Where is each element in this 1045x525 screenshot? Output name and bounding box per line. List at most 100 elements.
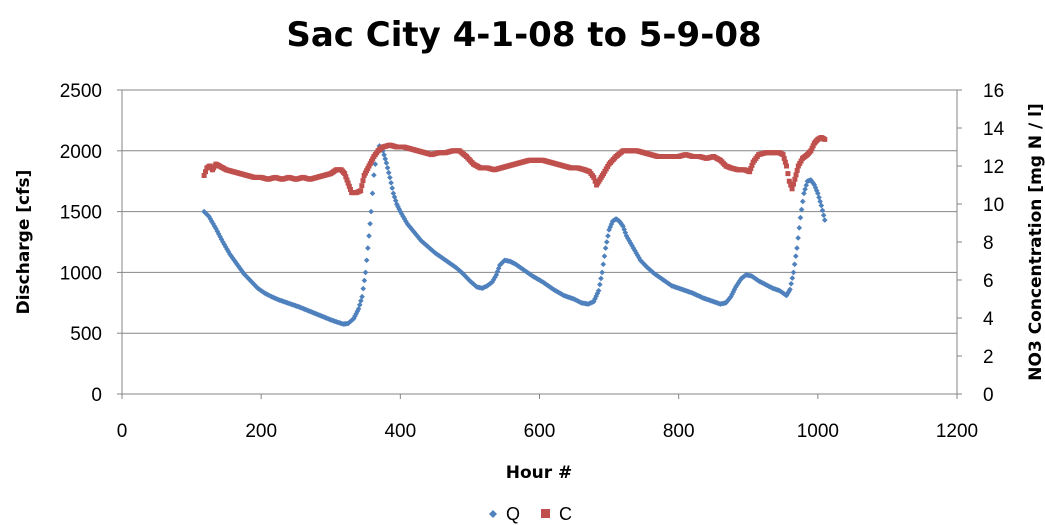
y-tick-labels: 0 500 1000 1500 2000 2500 — [60, 81, 122, 406]
q-point — [387, 174, 393, 181]
legend-item-q: Q — [489, 504, 520, 524]
q-point — [390, 190, 397, 197]
x-axis-title: Hour # — [506, 463, 573, 483]
q-point — [389, 185, 396, 191]
c-point — [345, 180, 351, 186]
c-point — [798, 158, 804, 164]
q-point — [403, 218, 409, 225]
y2-tick-label: 2 — [983, 347, 994, 368]
q-point — [622, 229, 629, 236]
c-point — [789, 186, 795, 192]
q-point — [792, 253, 799, 259]
q-point — [821, 217, 828, 223]
q-point — [489, 279, 495, 285]
c-point — [343, 174, 349, 180]
q-point — [245, 275, 251, 281]
q-point — [354, 308, 361, 315]
q-point — [790, 269, 797, 276]
x-tick-label: 800 — [663, 421, 695, 442]
q-point — [350, 315, 357, 322]
q-point — [817, 198, 823, 205]
q-point — [819, 207, 826, 214]
q-point — [461, 272, 468, 278]
q-point — [400, 213, 406, 220]
q-point — [206, 213, 212, 220]
q-point — [607, 224, 614, 230]
c-point — [347, 186, 353, 192]
y-tick-label: 2000 — [60, 142, 102, 163]
q-point — [820, 212, 827, 219]
q-point — [367, 220, 373, 227]
q-point — [599, 269, 605, 276]
q-point — [789, 275, 796, 281]
q-point — [229, 255, 236, 261]
q-point — [495, 265, 502, 272]
y-tick-label: 0 — [91, 385, 102, 406]
q-point — [362, 269, 369, 276]
y-tick-label: 1000 — [60, 263, 102, 284]
q-point — [355, 306, 362, 312]
q-point — [239, 268, 246, 275]
q-point — [415, 234, 422, 241]
q-point — [636, 255, 642, 261]
q-point — [407, 224, 413, 230]
c-point — [203, 169, 208, 175]
c-point — [810, 143, 816, 149]
y-tick-label: 2500 — [60, 81, 102, 102]
q-point — [398, 211, 405, 217]
q-point — [625, 235, 631, 242]
x-tick-label: 1200 — [936, 421, 978, 442]
c-point — [822, 136, 828, 142]
y2-tick-labels: 0 2 4 6 8 10 12 14 16 — [957, 81, 1005, 406]
q-point — [238, 266, 244, 273]
c-point — [792, 176, 798, 182]
q-point — [802, 186, 808, 193]
q-point — [360, 285, 367, 292]
y-axis-title: Discharge [cfs] — [14, 170, 34, 315]
q-point — [228, 253, 235, 259]
q-point — [627, 240, 634, 247]
c-point — [780, 152, 786, 158]
q-point — [358, 297, 364, 304]
q-point — [235, 263, 242, 269]
q-point — [602, 245, 609, 251]
q-point — [465, 276, 472, 283]
c-point — [793, 172, 799, 178]
q-point — [798, 206, 805, 213]
c-point — [784, 163, 790, 169]
c-point — [747, 169, 753, 175]
q-point — [383, 160, 390, 166]
q-point — [240, 270, 247, 277]
q-point — [246, 276, 253, 283]
q-point — [252, 282, 258, 289]
y2-tick-label: 6 — [983, 271, 994, 292]
q-point — [791, 261, 798, 268]
y-tick-label: 500 — [70, 324, 102, 345]
c-point — [344, 177, 350, 183]
q-point — [242, 272, 248, 278]
c-point — [797, 160, 803, 166]
q-point — [640, 260, 646, 266]
q-point — [794, 245, 800, 251]
q-point — [597, 281, 603, 288]
series-c — [201, 135, 828, 196]
x-tick-label: 200 — [245, 421, 277, 442]
y-tick-label: 1500 — [60, 203, 102, 224]
q-point — [359, 293, 365, 300]
q-point — [620, 223, 626, 229]
q-point — [815, 190, 821, 197]
q-point — [414, 232, 420, 239]
y2-tick-label: 4 — [983, 309, 994, 330]
q-point — [638, 258, 645, 265]
x-tick-label: 0 — [117, 421, 128, 442]
q-point — [633, 250, 640, 256]
q-point — [796, 225, 803, 231]
x-tick-label: 600 — [524, 421, 556, 442]
gridlines — [122, 89, 957, 334]
c-point — [809, 145, 815, 151]
q-point — [462, 273, 469, 280]
q-point — [243, 273, 250, 280]
y2-tick-label: 16 — [983, 81, 1004, 102]
y2-tick-label: 10 — [983, 195, 1004, 216]
